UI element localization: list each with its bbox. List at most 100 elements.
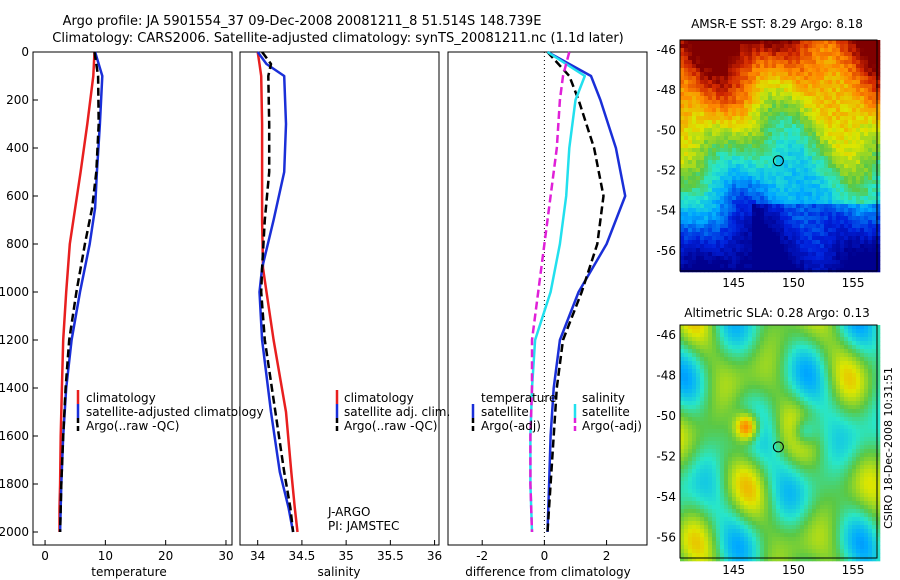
- sst-cell: [800, 192, 805, 197]
- sla-cell: [808, 377, 813, 382]
- sst-cell: [796, 84, 801, 89]
- sla-cell: [748, 465, 753, 470]
- sst-cell: [700, 68, 705, 73]
- sst-cell: [684, 208, 689, 213]
- sst-cell: [692, 264, 697, 269]
- sst-cell: [744, 220, 749, 225]
- sla-cell: [832, 477, 837, 482]
- sla-cell: [784, 381, 789, 386]
- sst-cell: [856, 128, 861, 133]
- sla-cell: [708, 361, 713, 366]
- sst-cell: [736, 244, 741, 249]
- sst-cell: [700, 260, 705, 265]
- sla-cell: [872, 361, 877, 366]
- sst-cell: [824, 92, 829, 97]
- sst-cell: [744, 104, 749, 109]
- sst-cell: [856, 56, 861, 61]
- sst-cell: [784, 88, 789, 93]
- sst-cell: [756, 112, 761, 117]
- sst-cell: [680, 124, 685, 129]
- sst-cell: [832, 120, 837, 125]
- sst-cell: [736, 192, 741, 197]
- sla-cell: [824, 441, 829, 446]
- sst-cell: [876, 40, 881, 45]
- sst-cell: [812, 180, 817, 185]
- sst-cell: [840, 132, 845, 137]
- sst-cell: [688, 248, 693, 253]
- sla-cell: [680, 421, 685, 426]
- sst-cell: [800, 144, 805, 149]
- sst-cell: [808, 228, 813, 233]
- sst-cell: [712, 268, 717, 273]
- sst-cell: [724, 188, 729, 193]
- sla-cell: [732, 477, 737, 482]
- sst-cell: [804, 168, 809, 173]
- sla-cell: [712, 421, 717, 426]
- sst-cell: [784, 168, 789, 173]
- sst-cell: [784, 204, 789, 209]
- sst-cell: [704, 212, 709, 217]
- sst-cell: [828, 80, 833, 85]
- sst-cell: [720, 92, 725, 97]
- sst-cell: [680, 200, 685, 205]
- sla-cell: [700, 397, 705, 402]
- sla-cell: [684, 429, 689, 434]
- sst-cell: [820, 208, 825, 213]
- sla-cell: [812, 345, 817, 350]
- sla-cell: [684, 353, 689, 358]
- sst-cell: [788, 92, 793, 97]
- sst-cell: [720, 212, 725, 217]
- sla-cell: [700, 333, 705, 338]
- sla-cell: [680, 461, 685, 466]
- sst-cell: [840, 160, 845, 165]
- sst-cell: [704, 168, 709, 173]
- sla-cell: [712, 369, 717, 374]
- sst-cell: [856, 208, 861, 213]
- sla-cell: [856, 429, 861, 434]
- sst-cell: [720, 80, 725, 85]
- sla-cell: [836, 425, 841, 430]
- sst-cell: [700, 236, 705, 241]
- sst-cell: [876, 228, 881, 233]
- sst-cell: [784, 172, 789, 177]
- sla-cell: [740, 449, 745, 454]
- sst-cell: [816, 48, 821, 53]
- sst-cell: [848, 212, 853, 217]
- sst-cell: [748, 144, 753, 149]
- sla-cell: [872, 377, 877, 382]
- sla-cell: [820, 477, 825, 482]
- sst-cell: [712, 140, 717, 145]
- sst-cell: [708, 56, 713, 61]
- sla-cell: [784, 345, 789, 350]
- sst-cell: [856, 52, 861, 57]
- sla-cell: [716, 361, 721, 366]
- sst-cell: [828, 184, 833, 189]
- sst-cell: [744, 208, 749, 213]
- sla-cell: [688, 385, 693, 390]
- sst-cell: [868, 256, 873, 261]
- argo-marker: [772, 155, 784, 167]
- sst-cell: [860, 168, 865, 173]
- sst-cell: [696, 160, 701, 165]
- sla-cell: [768, 377, 773, 382]
- sla-cell: [808, 333, 813, 338]
- sst-cell: [688, 260, 693, 265]
- sst-cell: [680, 168, 685, 173]
- sst-cell: [804, 92, 809, 97]
- sst-cell: [688, 192, 693, 197]
- sst-cell: [852, 260, 857, 265]
- sla-cell: [696, 437, 701, 442]
- sla-cell: [848, 385, 853, 390]
- sst-cell: [836, 96, 841, 101]
- sst-cell: [780, 148, 785, 153]
- sst-cell: [852, 244, 857, 249]
- sla-cell: [864, 413, 869, 418]
- sst-cell: [848, 124, 853, 129]
- sla-cell: [780, 345, 785, 350]
- map-x-tick-label: 145: [722, 276, 745, 290]
- sla-cell: [692, 385, 697, 390]
- sst-cell: [684, 148, 689, 153]
- sla-cell: [812, 353, 817, 358]
- sst-cell: [852, 220, 857, 225]
- sla-cell: [700, 421, 705, 426]
